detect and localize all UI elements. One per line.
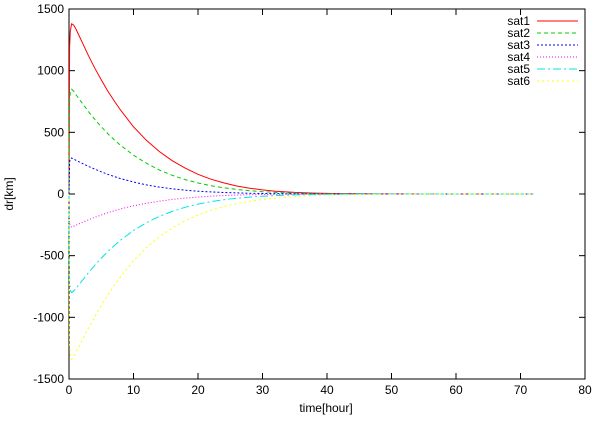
- x-tick-label: 10: [127, 383, 141, 397]
- y-tick-label: 1500: [37, 2, 64, 16]
- x-tick-label: 70: [514, 383, 528, 397]
- x-tick-label: 60: [449, 383, 463, 397]
- series-layer: [68, 22, 534, 361]
- legend-label-sat1: sat1: [507, 14, 530, 28]
- legend-label-sat5: sat5: [507, 62, 530, 76]
- x-axis-label: time[hour]: [299, 401, 352, 415]
- y-tick-label: 500: [44, 125, 64, 139]
- y-axis-label: dr[km]: [2, 177, 16, 210]
- legend-label-sat4: sat4: [507, 50, 530, 64]
- x-tick-label: 30: [256, 383, 270, 397]
- series-line-sat4: [68, 193, 534, 228]
- y-tick-label: -1500: [33, 372, 64, 386]
- x-tick-label: 20: [191, 383, 205, 397]
- series-line-sat2: [68, 88, 534, 195]
- legend-label-sat2: sat2: [507, 26, 530, 40]
- axis-ticks: 0 10 20 30 40 50 60 70 80 -1500 -1000 -500 0 500 1000 1…: [33, 2, 592, 397]
- y-tick-label: 1000: [37, 64, 64, 78]
- y-tick-label: -500: [40, 249, 64, 263]
- y-tick-label: 0: [57, 187, 64, 201]
- x-tick-label: 50: [385, 383, 399, 397]
- x-tick-label: 80: [578, 383, 592, 397]
- series-line-sat6: [68, 193, 534, 361]
- legend-label-sat6: sat6: [507, 74, 530, 88]
- series-line-sat5: [68, 193, 534, 294]
- x-tick-label: 0: [66, 383, 73, 397]
- series-line-sat3: [68, 157, 534, 195]
- y-tick-label: -1000: [33, 310, 64, 324]
- legend-label-sat3: sat3: [507, 38, 530, 52]
- x-tick-label: 40: [320, 383, 334, 397]
- series-line-sat1: [68, 22, 534, 195]
